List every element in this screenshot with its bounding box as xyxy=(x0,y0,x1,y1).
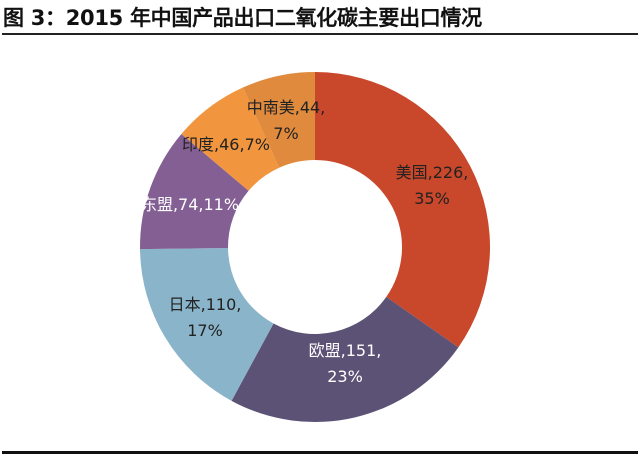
slice-label-line: 7% xyxy=(273,124,299,143)
chart-title: 图 3：2015 年中国产品出口二氧化碳主要出口情况 xyxy=(3,6,482,30)
slice-label-line: 印度,46,7% xyxy=(182,135,270,154)
slice-label: 日本,110, 17% xyxy=(169,292,242,344)
slice-label-line: 35% xyxy=(414,189,450,208)
slice-0 xyxy=(315,72,490,348)
slice-label-line: 日本,110, xyxy=(168,295,242,314)
slice-label-line: 美国,226, xyxy=(395,163,469,182)
slice-label: 印度,46,7% xyxy=(182,132,270,158)
slice-5 xyxy=(242,72,315,168)
slice-label: 美国,226, 35% xyxy=(396,160,469,212)
slice-2 xyxy=(140,248,274,401)
title-divider xyxy=(2,33,638,35)
slice-3 xyxy=(140,133,249,250)
slice-label-line: 17% xyxy=(187,321,223,340)
slice-label: 中南美,44, 7% xyxy=(247,95,326,147)
slice-label-line: 23% xyxy=(327,367,363,386)
slice-label: 欧盟,151, 23% xyxy=(309,338,382,390)
slice-label: 东盟,74,11% xyxy=(141,192,239,218)
slice-label-line: 中南美,44, xyxy=(246,98,326,117)
slice-label-line: 欧盟,151, xyxy=(308,341,382,360)
slice-1 xyxy=(231,296,459,422)
slice-4 xyxy=(181,87,280,191)
slice-label-line: 东盟,74,11% xyxy=(140,195,240,214)
bottom-divider xyxy=(2,451,638,454)
